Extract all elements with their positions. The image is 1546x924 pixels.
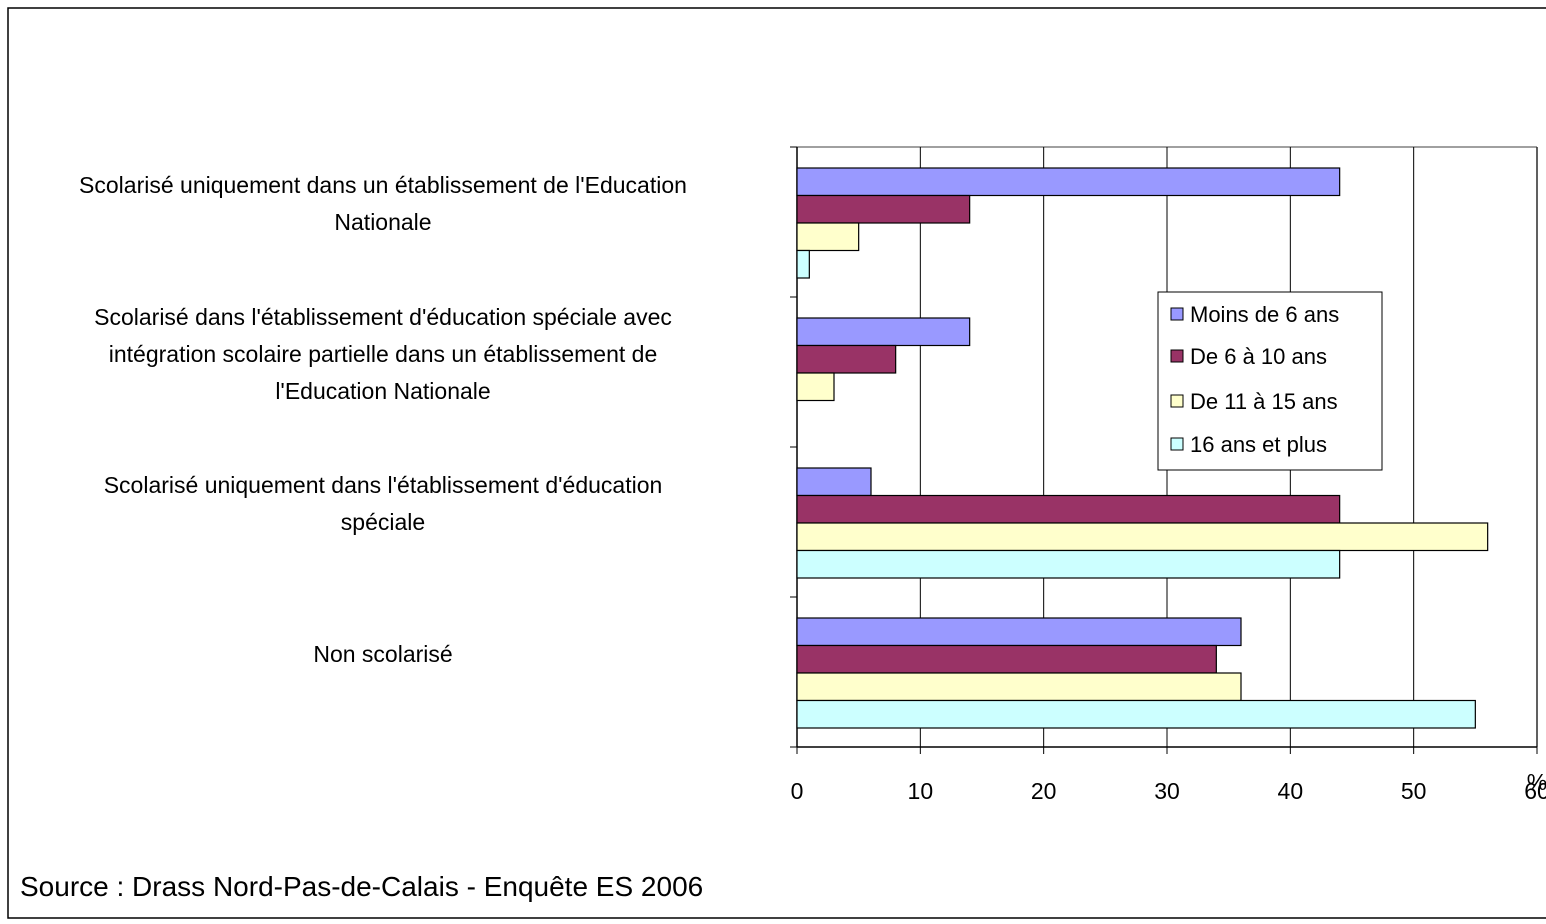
y-tick-label: Scolarisé uniquement dans un établisseme…	[79, 172, 687, 235]
bar	[796, 194, 971, 224]
bar	[796, 494, 1341, 524]
bar	[796, 522, 1489, 552]
source: Source : Drass Nord-Pas-de-Calais - Enqu…	[20, 871, 703, 902]
y-tick-label: Scolarisé uniquement dans l'établissemen…	[103, 472, 663, 535]
legend-box	[1157, 291, 1383, 471]
legend-label: Moins de 6 ans	[1190, 302, 1339, 327]
legend-label: De 11 à 15 ans	[1190, 389, 1338, 414]
legend-label: 16 ans et plus	[1190, 432, 1327, 457]
x-tick-label: 50	[1401, 778, 1427, 804]
bar	[796, 167, 1341, 197]
x-tick-label: 10	[908, 778, 934, 804]
legend-swatch	[1170, 394, 1184, 408]
bar	[796, 549, 1341, 579]
y-tick-label: Non scolarisé	[313, 640, 453, 667]
bar	[796, 644, 1217, 674]
x-tick-label: 20	[1031, 778, 1057, 804]
x-tick-label: 0	[791, 778, 804, 804]
frame	[7, 7, 1546, 919]
bar	[796, 317, 971, 347]
bar	[796, 344, 897, 374]
legend-swatch	[1170, 307, 1184, 321]
bar	[796, 249, 810, 279]
legend-swatch	[1170, 437, 1184, 451]
x-axis-label: %	[1527, 769, 1546, 795]
x-tick-label: 40	[1278, 778, 1304, 804]
bar	[796, 467, 872, 497]
legend-label: De 6 à 10 ans	[1190, 344, 1327, 369]
bar	[796, 672, 1242, 702]
bar	[796, 617, 1242, 647]
bar	[796, 372, 835, 402]
legend-swatch	[1170, 349, 1184, 363]
bar	[796, 222, 860, 252]
x-tick-label: 30	[1154, 778, 1180, 804]
y-tick-label: Scolarisé dans l'établissement d'éducati…	[94, 303, 672, 404]
bar	[796, 699, 1476, 729]
x-tick-label: 60	[1524, 778, 1546, 804]
